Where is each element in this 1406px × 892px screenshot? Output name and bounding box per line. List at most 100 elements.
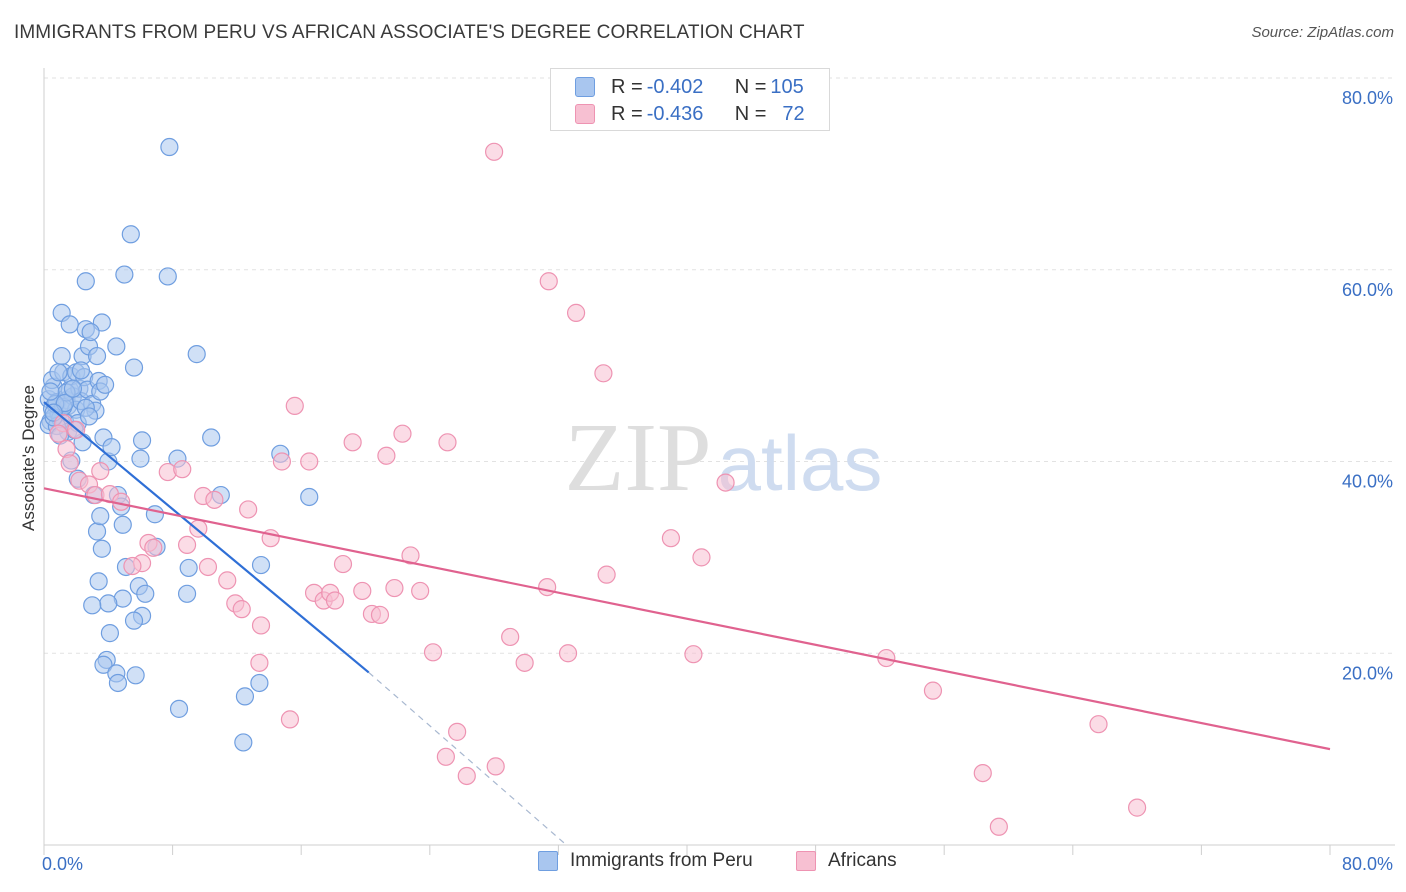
tick-labels: 20.0% 40.0% 60.0% 80.0% 0.0% 80.0% [42,88,1393,874]
data-point [205,490,224,509]
data-point [177,535,197,555]
data-point [41,382,60,401]
data-point [177,584,197,603]
data-point [343,433,362,452]
data-point [94,655,113,674]
data-point [566,303,586,322]
data-point [126,666,145,685]
data-point [71,361,91,380]
africans-swatch [796,851,816,871]
y-tick-label: 20.0% [1342,663,1393,683]
data-point [538,577,557,597]
data-point [124,611,144,630]
x-tick-label: 0.0% [42,854,83,874]
data-point [251,555,271,575]
data-point [91,507,110,526]
data-point [83,596,102,615]
watermark-atlas: atlas [718,419,883,507]
watermark-zip: ZIP [565,404,712,512]
data-point [179,558,198,578]
data-point [486,757,505,776]
chart-title: IMMIGRANTS FROM PERU VS AFRICAN ASSOCIAT… [14,22,805,43]
source-label: Source: ZipAtlas.com [1251,24,1394,41]
data-point [202,428,221,447]
data-point [79,407,99,426]
data-point [973,763,992,783]
y-axis-label: Associate's Degree [19,385,38,531]
data-point [385,578,404,598]
data-point [158,267,177,286]
data-point [411,581,430,601]
data-point [198,557,218,577]
data-point [169,699,189,718]
data-point [239,500,258,519]
data-point [234,733,253,752]
data-point [173,460,192,479]
data-point [60,315,79,334]
data-point [102,438,121,457]
data-point [235,687,255,706]
data-point [1127,798,1147,817]
series-legend: Immigrants from Peru Africans [0,850,1406,878]
data-point [448,722,467,741]
trend-line-africans [43,487,1331,751]
data-point [594,364,613,383]
data-point [716,473,735,492]
n-label: N = [734,102,767,125]
data-point [436,747,455,766]
correlation-legend: R = -0.402 N = 105 R = -0.436 N = 72 [550,68,830,131]
data-point [145,505,165,524]
data-point [60,454,79,473]
legend-label-peru: Immigrants from Peru [570,850,753,871]
data-point [250,673,269,693]
data-point [76,272,95,291]
data-point [87,346,107,366]
data-point [597,565,616,584]
trend-line-peru-extension [368,671,567,846]
n-value: 105 [770,75,804,98]
data-point [401,546,420,565]
r-value: -0.402 [646,75,704,98]
data-point [423,643,443,662]
grid-lines [44,77,1395,654]
y-tick-label: 40.0% [1342,472,1393,492]
data-point [280,710,300,729]
data-point [160,137,179,157]
data-point [515,653,534,672]
legend-item-peru[interactable]: Immigrants from Peru [538,850,753,872]
x-tick-label: 80.0% [1342,854,1393,874]
data-point [438,433,457,452]
data-point [300,452,319,471]
data-point [325,591,345,610]
data-point [95,375,115,394]
peru-swatch [538,851,558,871]
data-point [684,645,703,664]
data-point [187,345,206,364]
data-point [87,522,107,541]
data-point [393,424,412,443]
data-point [1089,715,1108,734]
r-label: R = [611,75,643,98]
data-point [144,538,163,557]
data-point [121,225,140,244]
data-point [132,431,152,450]
n-value: 72 [782,102,805,125]
data-point [661,529,681,548]
legend-label-africans: Africans [828,850,897,871]
data-point [81,322,100,342]
data-point [108,673,128,693]
data-point [251,616,271,635]
data-point [923,681,943,700]
trend-lines [43,401,1331,846]
legend-item-africans[interactable]: Africans [796,850,897,872]
data-point [272,452,292,471]
axes [43,68,1395,855]
y-tick-label: 80.0% [1342,88,1393,108]
data-point [123,556,142,576]
series-peru-points [39,137,319,752]
data-point [113,515,132,534]
data-point [100,624,120,643]
data-point [63,379,83,398]
series-africans-points [49,142,1147,836]
